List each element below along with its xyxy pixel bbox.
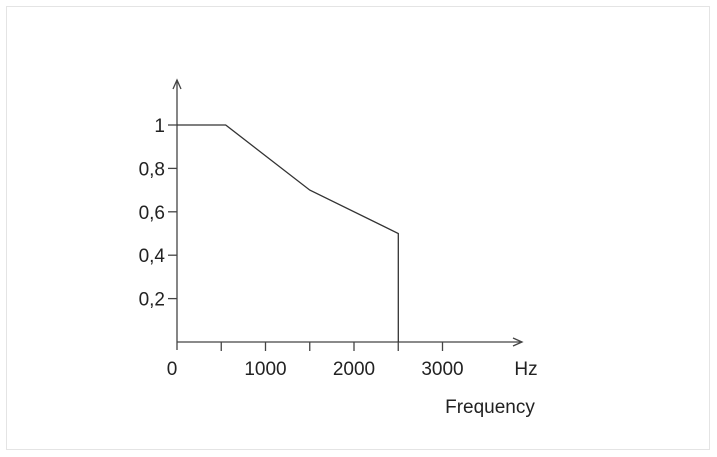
y-axis-arrow bbox=[172, 78, 182, 90]
x-axis-arrow bbox=[512, 337, 524, 347]
y-tick-label: 0,4 bbox=[139, 246, 166, 267]
ticks: 0 1000 2000 3000 0,2 0,4 0,6 0,8 1 bbox=[139, 116, 464, 380]
x-axis-label: Frequency bbox=[445, 397, 535, 418]
chart-frame bbox=[6, 6, 710, 450]
x-axis-unit: Hz bbox=[514, 359, 537, 380]
y-tick-label: 0,8 bbox=[139, 159, 165, 180]
x-tick-label: 1000 bbox=[244, 359, 286, 380]
x-tick-label: 3000 bbox=[421, 359, 463, 380]
y-tick-label: 1 bbox=[154, 116, 165, 137]
x-tick-label: 2000 bbox=[333, 359, 375, 380]
series-line bbox=[177, 124, 399, 342]
y-tick-label: 0,2 bbox=[139, 290, 165, 311]
y-tick-label: 0,6 bbox=[139, 203, 165, 224]
x-tick-label: 0 bbox=[167, 359, 178, 380]
axes bbox=[172, 78, 524, 350]
series bbox=[177, 124, 399, 342]
